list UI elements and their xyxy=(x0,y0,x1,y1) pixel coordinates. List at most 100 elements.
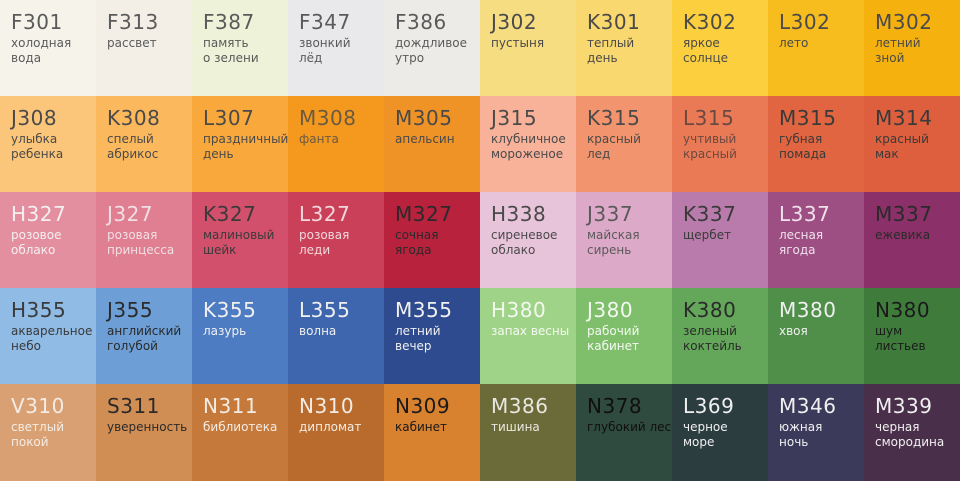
swatch-code: M337 xyxy=(875,202,933,226)
name-line: лёд xyxy=(299,51,323,65)
name-line: холодная xyxy=(11,36,72,50)
name-line: уверенность xyxy=(107,420,188,434)
swatch-code: N309 xyxy=(395,394,451,418)
swatch: K355 лазурь xyxy=(192,288,288,384)
swatch-name: клубничное мороженое xyxy=(491,132,576,162)
name-line: голубой xyxy=(107,339,158,353)
name-line: запах весны xyxy=(491,324,570,338)
name-line: ягода xyxy=(395,243,432,257)
swatch-code: K327 xyxy=(203,202,257,226)
name-line: улыбка xyxy=(11,132,58,146)
swatch-code: J380 xyxy=(587,298,634,322)
swatch: F347 звонкий лёд xyxy=(288,0,384,96)
swatch-code: L355 xyxy=(299,298,351,322)
name-line: учтивый xyxy=(683,132,737,146)
name-line: летний xyxy=(395,324,441,338)
swatch-code: M305 xyxy=(395,106,453,130)
name-line: светлый xyxy=(11,420,64,434)
swatch-code: N378 xyxy=(587,394,643,418)
swatch: K301 теплый день xyxy=(576,0,672,96)
name-line: леди xyxy=(299,243,331,257)
name-line: летний xyxy=(875,36,921,50)
swatch-name: розовая леди xyxy=(299,228,384,258)
swatch-name: рассвет xyxy=(107,36,192,51)
swatch: F386 дождливое утро xyxy=(384,0,480,96)
name-line: ночь xyxy=(779,435,809,449)
name-line: абрикос xyxy=(107,147,159,161)
swatch-code: F387 xyxy=(203,10,255,34)
swatch: M386 тишина xyxy=(480,384,576,481)
name-line: звонкий xyxy=(299,36,351,50)
swatch: N378 глубокий лес xyxy=(576,384,672,481)
swatch-code: H338 xyxy=(491,202,547,226)
swatch: K327 малиновый шейк xyxy=(192,192,288,288)
swatch-code: M302 xyxy=(875,10,933,34)
swatch-code: F347 xyxy=(299,10,351,34)
swatch: L369 черное море xyxy=(672,384,768,481)
name-line: ежевика xyxy=(875,228,931,242)
swatch: L302 лето xyxy=(768,0,864,96)
swatch: K337 щербет xyxy=(672,192,768,288)
name-line: мороженое xyxy=(491,147,564,161)
swatch-code: K301 xyxy=(587,10,641,34)
swatch-code: F386 xyxy=(395,10,447,34)
swatch: L307 праздничный день xyxy=(192,96,288,192)
swatch-code: N380 xyxy=(875,298,931,322)
swatch: J308 улыбка ребенка xyxy=(0,96,96,192)
name-line: розовая xyxy=(299,228,350,242)
swatch-name: пустыня xyxy=(491,36,576,51)
name-line: память xyxy=(203,36,249,50)
swatch: F301 холодная вода xyxy=(0,0,96,96)
name-line: о зелени xyxy=(203,51,259,65)
swatch: M308 фанта xyxy=(288,96,384,192)
swatch-code: M386 xyxy=(491,394,549,418)
swatch-name: сиреневое облако xyxy=(491,228,576,258)
swatch-code: F313 xyxy=(107,10,159,34)
name-line: смородина xyxy=(875,435,945,449)
swatch: J337 майская сирень xyxy=(576,192,672,288)
swatch-name: волна xyxy=(299,324,384,339)
swatch-code: J337 xyxy=(587,202,634,226)
swatch-code: L302 xyxy=(779,10,831,34)
swatch-name: розовая принцесса xyxy=(107,228,192,258)
name-line: день xyxy=(587,51,618,65)
swatch-name: майская сирень xyxy=(587,228,672,258)
swatch: J315 клубничное мороженое xyxy=(480,96,576,192)
swatch: K380 зеленый коктейль xyxy=(672,288,768,384)
swatch-code: L337 xyxy=(779,202,831,226)
swatch: M327 сочная ягода xyxy=(384,192,480,288)
swatch-name: теплый день xyxy=(587,36,672,66)
swatch-name: южная ночь xyxy=(779,420,864,450)
name-line: майская xyxy=(587,228,640,242)
swatch-code: M339 xyxy=(875,394,933,418)
name-line: ребенка xyxy=(11,147,64,161)
swatch-name: дождливое утро xyxy=(395,36,480,66)
swatch: L315 учтивый красный xyxy=(672,96,768,192)
swatch-code: L327 xyxy=(299,202,351,226)
swatch-name: звонкий лёд xyxy=(299,36,384,66)
swatch: L355 волна xyxy=(288,288,384,384)
swatch: M337 ежевика xyxy=(864,192,960,288)
swatch: M380 хвоя xyxy=(768,288,864,384)
swatch: M302 летний зной xyxy=(864,0,960,96)
swatch-name: малиновый шейк xyxy=(203,228,288,258)
name-line: спелый xyxy=(107,132,154,146)
name-line: день xyxy=(203,147,234,161)
swatch-code: J355 xyxy=(107,298,154,322)
swatch-name: память о зелени xyxy=(203,36,288,66)
name-line: лето xyxy=(779,36,809,50)
swatch-name: ежевика xyxy=(875,228,960,243)
swatch-name: дипломат xyxy=(299,420,384,435)
swatch-name: летний вечер xyxy=(395,324,480,354)
swatch-code: N310 xyxy=(299,394,355,418)
name-line: черное xyxy=(683,420,728,434)
name-line: дипломат xyxy=(299,420,362,434)
swatch-name: тишина xyxy=(491,420,576,435)
swatch-code: M315 xyxy=(779,106,837,130)
swatch-name: улыбка ребенка xyxy=(11,132,96,162)
name-line: зной xyxy=(875,51,905,65)
name-line: вечер xyxy=(395,339,432,353)
name-line: сиреневое xyxy=(491,228,558,242)
swatch: K302 яркое солнце xyxy=(672,0,768,96)
swatch-code: J315 xyxy=(491,106,538,130)
